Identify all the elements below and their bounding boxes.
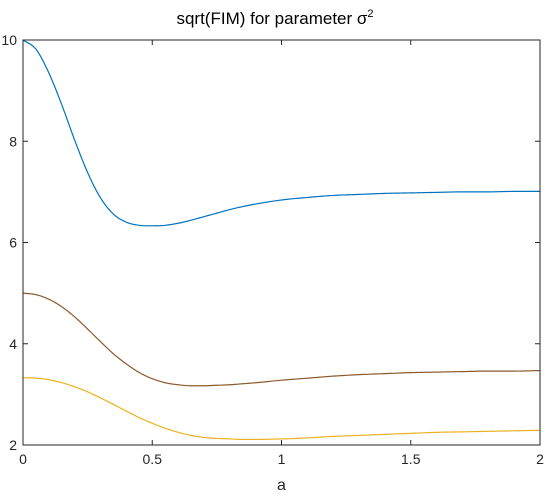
series-layer: [22, 39, 541, 441]
series-line-1: [22, 39, 540, 227]
chart-title: sqrt(FIM) for parameter σ2: [176, 8, 373, 28]
series-line-2: [22, 292, 541, 387]
y-tick-label: 4: [9, 336, 17, 352]
y-tick-label: 6: [9, 235, 17, 251]
y-tick-label: 10: [1, 32, 17, 48]
ticks-layer: 0 0.5 1 1.5 2 2 4 6 8 10: [1, 32, 544, 467]
x-tick-label: 0: [19, 451, 27, 467]
y-tick-label: 8: [9, 133, 17, 149]
x-tick-label: 1: [278, 451, 286, 467]
x-tick-label: 1.5: [401, 451, 421, 467]
x-tick-label: 0.5: [143, 451, 163, 467]
x-tick-label: 2: [536, 451, 544, 467]
series-line-3: [22, 377, 541, 441]
plot-box: [22, 39, 541, 446]
y-tick-label: 2: [9, 437, 17, 453]
x-axis-label: a: [277, 477, 286, 494]
